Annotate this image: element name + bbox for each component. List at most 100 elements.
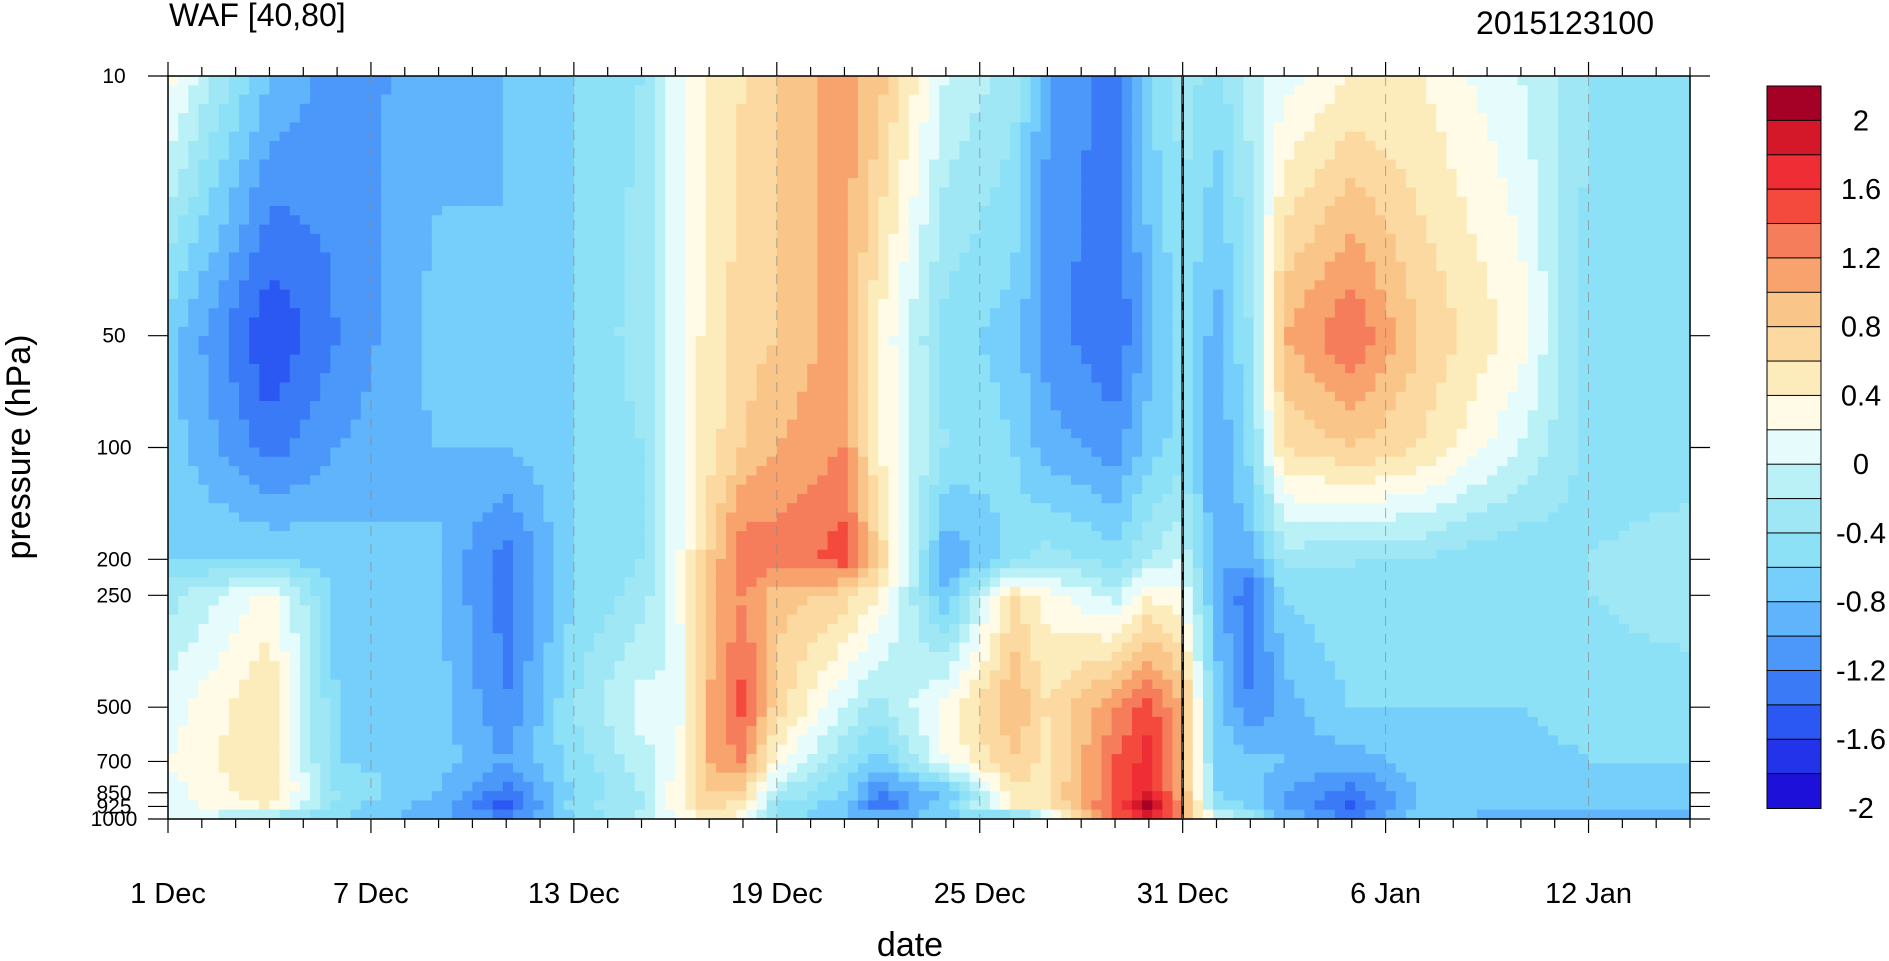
contour-cell [1131, 252, 1143, 263]
contour-cell [1639, 261, 1651, 272]
contour-cell [766, 326, 778, 337]
contour-cell [929, 317, 940, 328]
contour-cell [878, 261, 890, 272]
contour-cell [756, 178, 768, 189]
contour-cell [837, 159, 849, 170]
contour-cell [918, 298, 930, 309]
contour-cell [1314, 233, 1326, 244]
contour-cell [1213, 298, 1224, 309]
contour-cell [168, 141, 179, 151]
contour-cell [1314, 85, 1326, 96]
contour-cell [218, 261, 230, 272]
contour-cell [705, 261, 717, 272]
contour-cell [360, 76, 372, 86]
contour-cell [1000, 336, 1011, 346]
contour-cell [614, 382, 626, 393]
contour-cell [482, 345, 494, 356]
contour-cell [1537, 85, 1549, 96]
contour-cell [746, 373, 758, 384]
contour-cell [1213, 122, 1224, 133]
contour-cell [675, 178, 687, 189]
contour-cell [1476, 131, 1488, 142]
contour-cell [1253, 85, 1265, 96]
contour-cell [502, 178, 514, 189]
contour-cell [1679, 252, 1691, 263]
contour-cell [543, 187, 555, 198]
contour-cell [299, 243, 311, 254]
contour-cell [736, 187, 747, 198]
contour-cell [655, 298, 666, 309]
contour-cell [330, 131, 342, 142]
contour-cell [797, 317, 808, 328]
contour-cell [340, 122, 352, 133]
contour-cell [310, 224, 321, 235]
contour-cell [208, 224, 220, 235]
contour-cell [1476, 113, 1488, 124]
contour-cell [1243, 150, 1255, 161]
contour-cell [949, 131, 961, 142]
contour-cell [1314, 298, 1326, 309]
contour-cell [1446, 224, 1458, 235]
contour-cell [1263, 354, 1275, 365]
contour-cell [1131, 243, 1143, 254]
contour-cell [1253, 224, 1265, 235]
contour-cell [766, 168, 778, 179]
contour-cell [340, 261, 352, 272]
contour-cell [594, 196, 605, 207]
contour-cell [1152, 187, 1163, 198]
contour-cell [797, 373, 808, 384]
contour-cell [573, 141, 585, 151]
contour-cell [1111, 345, 1123, 356]
contour-cell [502, 196, 514, 207]
contour-cell [391, 76, 402, 86]
contour-cell [736, 308, 747, 319]
contour-cell [1081, 336, 1092, 346]
contour-cell [786, 345, 798, 356]
contour-cell [594, 168, 605, 179]
contour-cell [634, 224, 646, 235]
contour-cell [1385, 150, 1397, 161]
contour-cell [705, 345, 717, 356]
contour-cell [1375, 168, 1387, 179]
contour-cell [1446, 317, 1458, 328]
contour-cell [1213, 94, 1224, 105]
contour-cell [705, 243, 717, 254]
contour-cell [1517, 94, 1529, 105]
contour-cell [959, 233, 971, 244]
contour-cell [1375, 336, 1387, 346]
contour-cell [1172, 271, 1184, 281]
contour-cell [1131, 113, 1143, 124]
contour-cell [715, 345, 727, 356]
contour-cell [1456, 373, 1468, 384]
contour-cell [959, 243, 971, 254]
contour-cell [401, 178, 413, 189]
contour-cell [289, 373, 301, 384]
contour-cell [421, 280, 433, 291]
contour-cell [330, 308, 342, 319]
contour-cell [817, 141, 829, 151]
contour-cell [1578, 233, 1590, 244]
contour-cell [1527, 122, 1539, 133]
contour-cell [563, 215, 575, 226]
contour-cell [624, 113, 636, 124]
contour-cell [1243, 76, 1255, 86]
contour-cell [1345, 159, 1356, 170]
contour-cell [807, 233, 818, 244]
contour-cell [249, 363, 260, 374]
contour-cell [1385, 354, 1397, 365]
contour-cell [1314, 206, 1326, 216]
contour-cell [1476, 363, 1488, 374]
contour-cell [675, 271, 687, 281]
contour-cell [1000, 224, 1011, 235]
contour-cell [1598, 168, 1610, 179]
contour-cell [665, 206, 676, 216]
contour-cell [1040, 206, 1052, 216]
contour-cell [1365, 122, 1377, 133]
contour-cell [715, 243, 727, 254]
contour-cell [218, 289, 230, 300]
contour-cell [228, 187, 240, 198]
contour-cell [594, 76, 605, 86]
contour-cell [1355, 345, 1366, 356]
contour-cell [1101, 196, 1113, 207]
contour-cell [746, 113, 758, 124]
